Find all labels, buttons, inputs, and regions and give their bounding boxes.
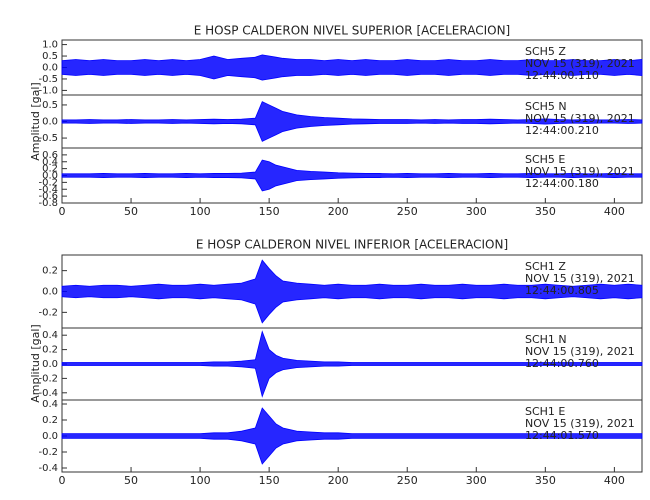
x-tick-label: 50 xyxy=(124,205,138,218)
x-tick-label: 50 xyxy=(124,474,138,487)
waveform xyxy=(61,159,643,192)
channel-label: SCH5 E xyxy=(525,153,565,166)
x-tick-label: 150 xyxy=(259,474,280,487)
time-label: 12:44:00.805 xyxy=(525,284,599,297)
y-tick-label: 0.0 xyxy=(42,359,58,370)
waveform xyxy=(61,101,643,142)
y-tick-label: -0.2 xyxy=(38,447,58,458)
y-tick-label: 0.0 xyxy=(42,171,58,182)
y-tick-label: -0.4 xyxy=(38,184,58,195)
channel-label: SCH5 Z xyxy=(525,45,566,58)
x-tick-label: 200 xyxy=(328,205,349,218)
channel-label: SCH1 N xyxy=(525,333,567,346)
y-tick-label: -1.0 xyxy=(38,85,58,96)
date-label: NOV 15 (319), 2021 xyxy=(525,112,635,125)
time-label: 12:44:00.210 xyxy=(525,124,599,137)
y-tick-label: 0.4 xyxy=(42,157,58,168)
waveform xyxy=(61,407,643,465)
y-tick-label: 0.0 xyxy=(42,431,58,442)
x-tick-label: 250 xyxy=(397,205,418,218)
x-tick-label: 400 xyxy=(604,474,625,487)
date-label: NOV 15 (319), 2021 xyxy=(525,57,635,70)
y-tick-label: 0.4 xyxy=(42,330,58,341)
date-label: NOV 15 (319), 2021 xyxy=(525,165,635,178)
x-tick-label: 0 xyxy=(59,205,66,218)
y-tick-label: -0.4 xyxy=(38,388,58,399)
time-label: 12:44:00.760 xyxy=(525,357,599,370)
x-tick-label: 200 xyxy=(328,474,349,487)
y-axis-label: Amplitud [gal] xyxy=(29,324,42,402)
x-tick-label: 350 xyxy=(535,474,556,487)
chart-title: E HOSP CALDERON NIVEL INFERIOR [ACELERAC… xyxy=(196,238,508,252)
y-tick-label: 1.0 xyxy=(42,40,58,51)
y-tick-label: -0.5 xyxy=(38,74,58,85)
x-tick-label: 100 xyxy=(190,474,211,487)
y-tick-label: 0.2 xyxy=(42,345,58,356)
x-tick-label: 400 xyxy=(604,205,625,218)
date-label: NOV 15 (319), 2021 xyxy=(525,417,635,430)
time-label: 12:44:00.110 xyxy=(525,69,599,82)
y-tick-label: 0.0 xyxy=(42,117,58,128)
x-tick-label: 150 xyxy=(259,205,280,218)
y-tick-label: -0.6 xyxy=(38,191,58,202)
y-tick-label: -0.2 xyxy=(38,307,58,318)
y-tick-label: -0.8 xyxy=(38,198,58,209)
y-tick-label: 0.4 xyxy=(42,399,58,410)
x-tick-label: 100 xyxy=(190,205,211,218)
x-tick-label: 350 xyxy=(535,205,556,218)
y-tick-label: 0.2 xyxy=(42,415,58,426)
time-label: 12:44:00.180 xyxy=(525,177,599,190)
y-tick-label: 0.0 xyxy=(42,63,58,74)
waveform xyxy=(61,259,643,324)
waveform xyxy=(61,330,643,398)
y-tick-label: 0.2 xyxy=(42,164,58,175)
channel-label: SCH5 N xyxy=(525,100,567,113)
x-tick-label: 300 xyxy=(466,205,487,218)
y-tick-label: 0.2 xyxy=(42,266,58,277)
x-tick-label: 300 xyxy=(466,474,487,487)
y-tick-label: 0.0 xyxy=(42,287,58,298)
y-axis-label: Amplitud [gal] xyxy=(29,82,42,160)
x-tick-label: 0 xyxy=(59,474,66,487)
y-tick-label: 0.5 xyxy=(42,100,58,111)
channel-label: SCH1 Z xyxy=(525,260,566,273)
y-tick-label: -0.2 xyxy=(38,177,58,188)
date-label: NOV 15 (319), 2021 xyxy=(525,345,635,358)
date-label: NOV 15 (319), 2021 xyxy=(525,272,635,285)
waveform xyxy=(61,54,643,81)
y-tick-label: -0.4 xyxy=(38,463,58,474)
x-tick-label: 250 xyxy=(397,474,418,487)
chart-title: E HOSP CALDERON NIVEL SUPERIOR [ACELERAC… xyxy=(194,24,510,38)
y-tick-label: -0.5 xyxy=(38,133,58,144)
y-tick-label: -0.2 xyxy=(38,373,58,384)
y-tick-label: 0.5 xyxy=(42,51,58,62)
y-tick-label: 0.6 xyxy=(42,150,58,161)
channel-label: SCH1 E xyxy=(525,405,565,418)
time-label: 12:44:01.570 xyxy=(525,429,599,442)
